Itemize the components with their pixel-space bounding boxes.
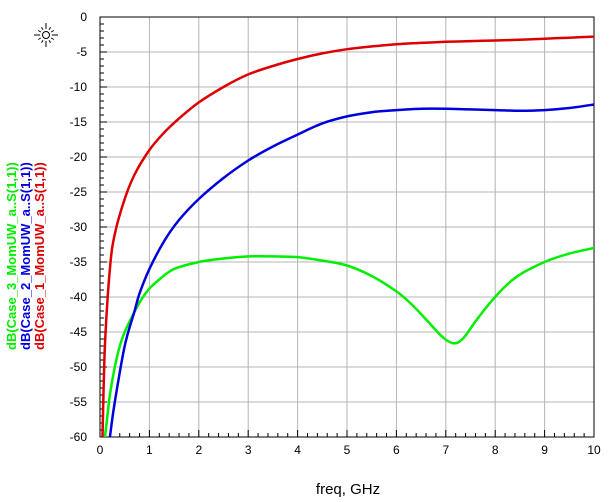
- x-tick-label: 3: [245, 443, 252, 457]
- series-line-2: [108, 103, 594, 437]
- series-line-1: [101, 35, 594, 437]
- x-tick-label: 8: [492, 443, 499, 457]
- marker-ray: [41, 26, 44, 31]
- y-tick-label: -30: [70, 220, 88, 234]
- x-tick-label: 2: [195, 443, 202, 457]
- marker-ray: [50, 30, 55, 33]
- y-tick-label: -10: [70, 80, 88, 94]
- series-line-3: [103, 246, 594, 437]
- x-tick-label: 5: [344, 443, 351, 457]
- y-tick-label: -25: [70, 185, 88, 199]
- y-tick-label: -60: [70, 430, 88, 444]
- y-tick-label: -5: [76, 45, 87, 59]
- y-tick-labels: 0 -5 -10 -15 -20 -25 -30 -35 -40 -45 -50 -55 -60: [70, 10, 88, 444]
- x-tick-label: 9: [541, 443, 548, 457]
- sun-marker-icon[interactable]: [34, 23, 58, 47]
- marker-ray: [48, 26, 51, 31]
- y-tick-label: 0: [80, 10, 87, 24]
- legend: dB(Case_3_MomUW_a..S(1,1)) dB(Case_2_MomU…: [4, 162, 47, 350]
- x-tick-label: 10: [587, 443, 601, 457]
- marker-ray: [50, 37, 55, 40]
- y-tick-label: -40: [70, 290, 88, 304]
- legend-entry: dB(Case_1_MomUW_a..S(1,1)): [32, 162, 47, 350]
- series-group: [101, 35, 594, 437]
- x-tick-label: 0: [97, 443, 104, 457]
- x-tick-label: 6: [393, 443, 400, 457]
- marker-ray: [37, 30, 42, 33]
- x-tick-labels: 0 1 2 3 4 5 6 7 8 9 10: [97, 443, 601, 457]
- x-tick-label: 7: [442, 443, 449, 457]
- marker-center: [42, 31, 50, 39]
- x-tick-label: 1: [146, 443, 153, 457]
- y-tick-label: -20: [70, 150, 88, 164]
- y-tick-label: -45: [70, 325, 88, 339]
- y-tick-label: -55: [70, 395, 88, 409]
- x-axis-label: freq, GHz: [316, 481, 380, 498]
- plot-area-border: [99, 16, 595, 438]
- legend-entry: dB(Case_2_MomUW_a..S(1,1)): [18, 162, 33, 350]
- marker-ray: [48, 39, 51, 44]
- marker-ray: [41, 39, 44, 44]
- y-tick-label: -15: [70, 115, 88, 129]
- y-tick-label: -50: [70, 360, 88, 374]
- x-tick-label: 4: [294, 443, 301, 457]
- y-tick-label: -35: [70, 255, 88, 269]
- legend-entry: dB(Case_3_MomUW_a..S(1,1)): [4, 162, 19, 350]
- marker-ray: [37, 37, 42, 40]
